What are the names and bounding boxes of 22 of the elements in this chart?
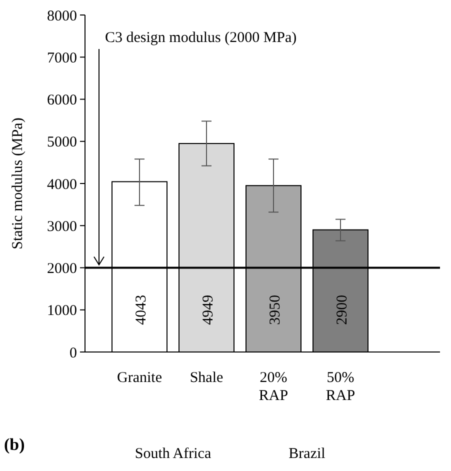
y-tick-label: 7000 [47,50,77,66]
y-axis-title: Static modulus (MPa) [10,118,26,250]
x-tick-label: Shale [190,370,224,386]
y-tick-label: 8000 [47,8,77,24]
data-label: 2900 [334,294,350,325]
text: South Africa [134,446,212,462]
y-tick-label: 3000 [47,218,77,235]
y-tick-label: 0 [70,345,77,362]
y-tick-label: 1000 [47,303,77,320]
y-tick-label: 5000 [47,134,77,151]
text: (b) [4,435,25,454]
x-tick-label: 50% RAP [326,370,356,404]
y-tick-label: 4000 [47,176,77,193]
data-label: 3950 [268,294,284,325]
data-label: 4949 [200,294,216,325]
x-tick-label: 20% RAP [258,370,288,404]
y-tick-label: 6000 [47,92,77,108]
text: Brazil [288,446,326,462]
ref-line-label: C3 design modulus (2000 MPa) [105,30,297,46]
data-label: 4043 [134,294,150,325]
y-tick-label: 2000 [47,261,77,277]
x-tick-label: Granite [117,370,162,386]
